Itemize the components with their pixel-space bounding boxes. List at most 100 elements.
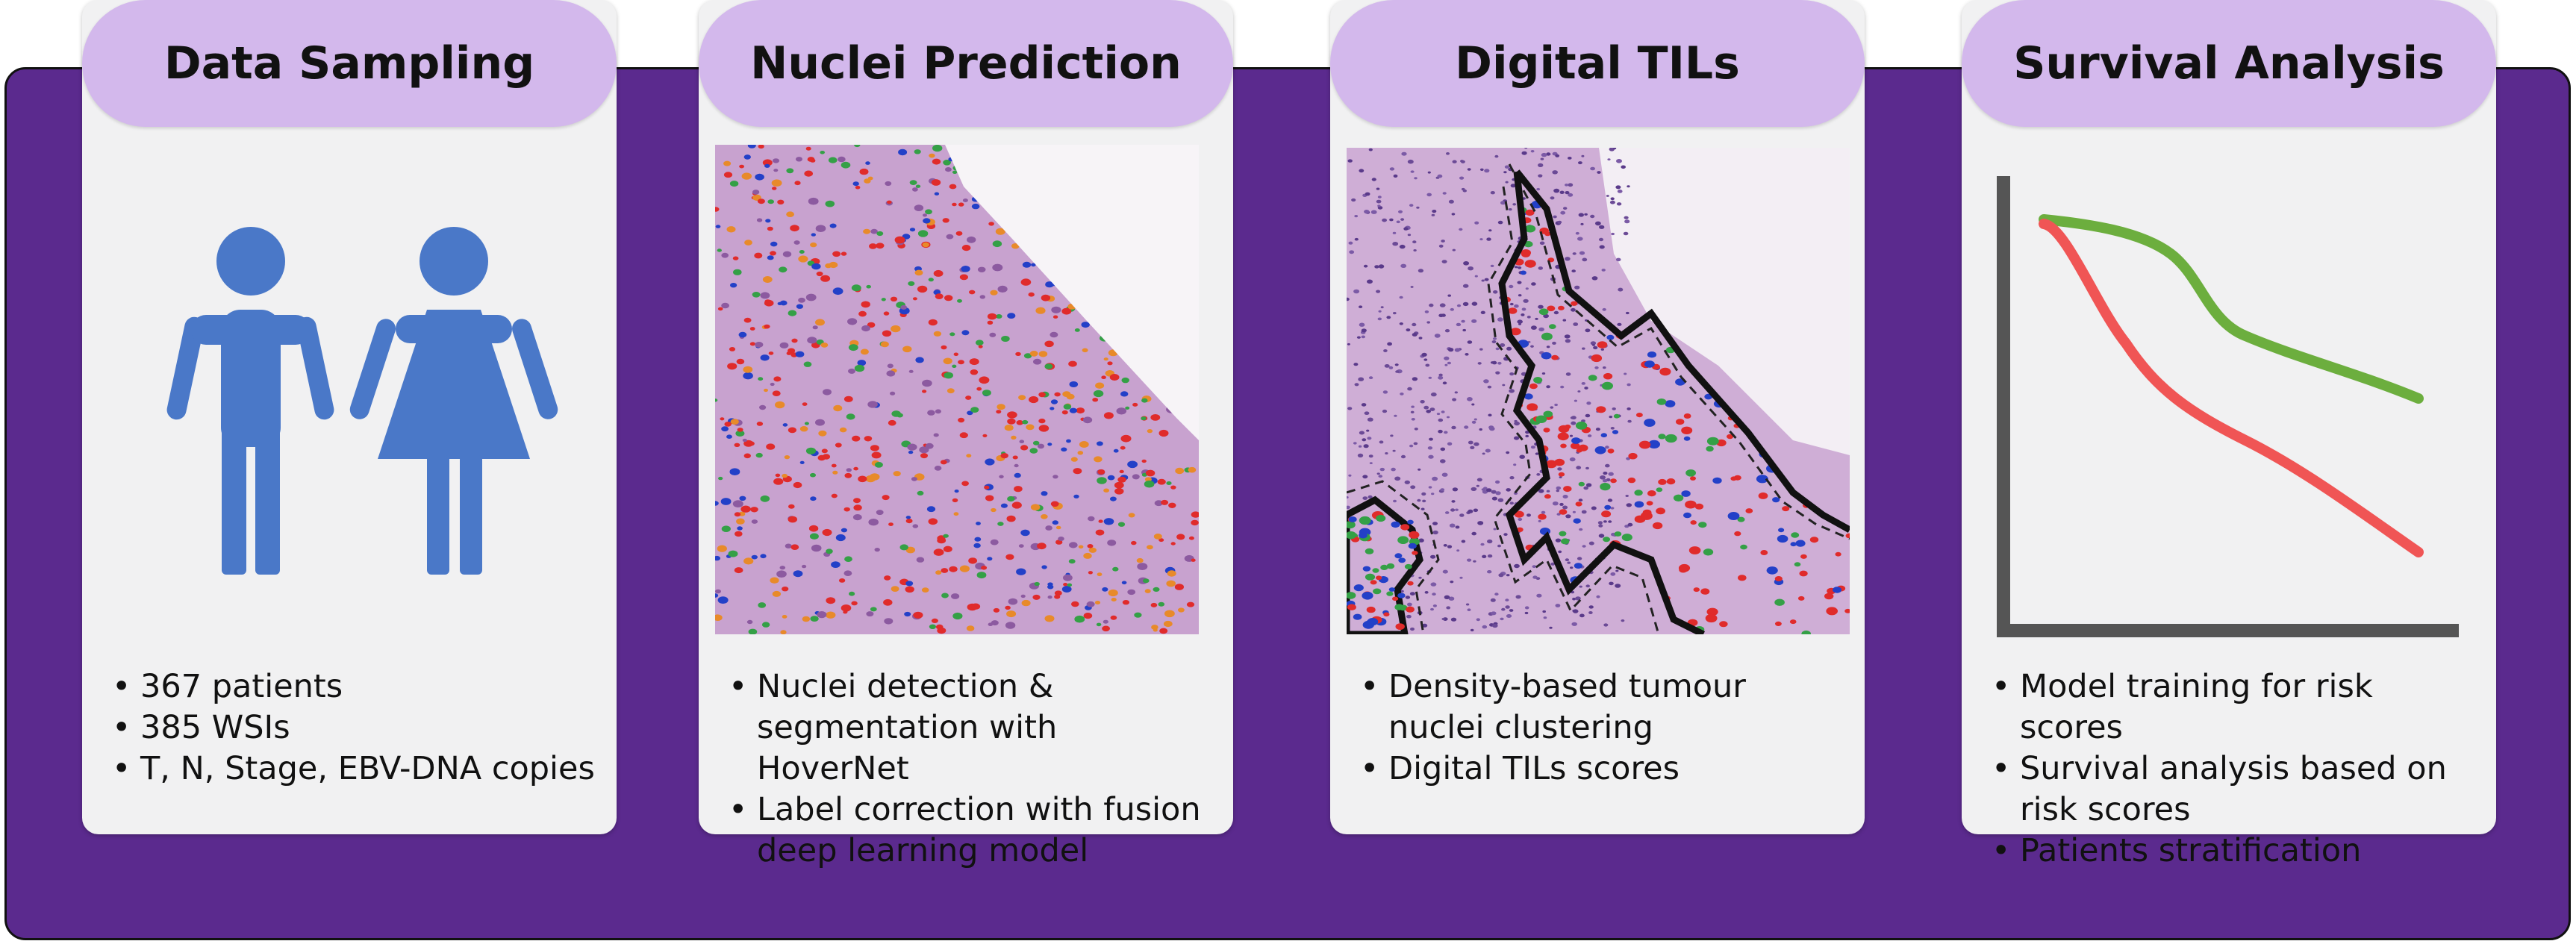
- nucleus-marker: [1395, 623, 1405, 630]
- nucleus-marker: [1058, 537, 1064, 541]
- nucleus-marker: [773, 376, 782, 382]
- nucleus-marker: [925, 443, 934, 449]
- nucleus-marker: [821, 448, 828, 454]
- nucleus-marker: [1460, 160, 1465, 163]
- nucleus-marker: [1102, 587, 1108, 592]
- nucleus-marker: [799, 460, 805, 464]
- nucleus-marker: [1562, 505, 1568, 510]
- nucleus-marker: [1555, 154, 1560, 157]
- nucleus-marker: [945, 167, 952, 172]
- nucleus-marker: [907, 443, 917, 451]
- nucleus-marker: [1467, 340, 1473, 344]
- nucleus-marker: [1418, 337, 1423, 340]
- nucleus-marker: [799, 250, 805, 254]
- nucleus-marker: [1518, 266, 1522, 269]
- nucleus-marker: [1097, 441, 1103, 446]
- nucleus-marker: [854, 364, 865, 372]
- nucleus-marker: [937, 627, 946, 634]
- nucleus-marker: [1394, 363, 1399, 366]
- nucleus-marker: [1052, 315, 1058, 319]
- nucleus-marker: [820, 151, 825, 154]
- nucleus-marker: [1432, 604, 1437, 607]
- nucleus-marker: [1418, 269, 1423, 273]
- nucleus-marker: [811, 233, 816, 237]
- nucleus-marker: [1033, 358, 1042, 365]
- nucleus-marker: [1479, 428, 1482, 431]
- nucleus-marker: [1041, 491, 1048, 496]
- nucleus-marker: [870, 607, 877, 612]
- nucleus-marker: [717, 248, 722, 252]
- nucleus-marker: [1495, 347, 1500, 351]
- nucleus-marker: [1005, 622, 1016, 629]
- nucleus-marker: [935, 409, 941, 414]
- nucleus-marker: [1591, 276, 1598, 281]
- nucleus-marker: [1610, 572, 1616, 576]
- nucleus-marker: [1541, 510, 1546, 514]
- nucleus-marker: [833, 404, 843, 412]
- nucleus-marker: [1490, 191, 1495, 195]
- nucleus-marker: [1125, 406, 1130, 410]
- nucleus-marker: [1531, 282, 1536, 286]
- nucleus-marker: [1447, 442, 1453, 446]
- nucleus-marker: [1110, 496, 1117, 501]
- nucleus-marker: [825, 200, 835, 207]
- tumour-margin: [1508, 163, 1850, 540]
- nucleus-marker: [1082, 416, 1093, 424]
- nucleus-marker: [958, 360, 964, 365]
- nucleus-marker: [1088, 571, 1093, 575]
- nucleus-marker: [1037, 543, 1047, 550]
- nucleus-marker: [1591, 344, 1595, 346]
- bullet-item: Model training for risk scores: [1989, 666, 2481, 748]
- bullet-item: Nuclei detection & segmentation with Hov…: [726, 666, 1218, 790]
- nucleus-marker: [775, 401, 785, 409]
- nucleus-marker: [1015, 351, 1021, 356]
- nucleus-marker: [1188, 466, 1197, 473]
- nucleus-marker: [1569, 434, 1574, 437]
- nucleus-marker: [770, 251, 776, 256]
- nucleus-marker: [1383, 612, 1390, 617]
- nucleus-marker: [1727, 434, 1734, 440]
- nucleus-marker: [772, 158, 780, 163]
- nucleus-marker: [772, 390, 781, 396]
- nucleus-marker: [1108, 589, 1118, 597]
- nucleus-marker: [1578, 481, 1585, 487]
- nucleus-marker: [997, 522, 1004, 526]
- nucleus-marker: [1107, 361, 1113, 366]
- nucleus-marker: [1450, 508, 1456, 512]
- nucleus-marker: [1553, 188, 1560, 193]
- nucleus-marker: [1514, 421, 1520, 426]
- nucleus-marker: [987, 320, 994, 325]
- nucleus-marker: [1368, 454, 1373, 458]
- nucleus-marker: [1544, 494, 1551, 499]
- nucleus-marker: [1082, 348, 1088, 353]
- nucleus-marker: [1103, 518, 1114, 525]
- nucleus-marker: [779, 266, 788, 273]
- nucleus-marker: [991, 507, 997, 513]
- nucleus-marker: [736, 358, 745, 365]
- nucleus-marker: [1526, 403, 1538, 411]
- nucleus-marker: [1398, 210, 1403, 213]
- nucleus-marker: [1376, 514, 1386, 522]
- nucleus-marker: [743, 366, 753, 373]
- nucleus-marker: [912, 187, 918, 192]
- nucleus-marker: [966, 625, 975, 631]
- nucleus-marker: [1083, 613, 1093, 619]
- nucleus-marker: [769, 445, 775, 448]
- nucleus-marker: [1382, 218, 1387, 222]
- nucleus-marker: [1571, 622, 1577, 626]
- nucleus-marker: [967, 236, 976, 243]
- nucleus-marker: [911, 477, 917, 481]
- nucleus-marker: [1367, 437, 1372, 440]
- nucleus-marker: [1505, 605, 1510, 609]
- nucleus-marker: [1410, 286, 1414, 288]
- nucleus-marker: [1477, 362, 1482, 365]
- nucleus-marker: [1509, 389, 1515, 393]
- nucleus-marker: [894, 236, 905, 244]
- nucleus-marker: [908, 281, 915, 287]
- nucleus-marker: [1591, 354, 1603, 363]
- nucleus-marker: [1167, 570, 1176, 577]
- nucleus-marker: [1778, 528, 1785, 533]
- nucleus-marker: [1487, 554, 1493, 558]
- nucleus-marker: [1438, 375, 1444, 380]
- nucleus-marker: [810, 242, 817, 248]
